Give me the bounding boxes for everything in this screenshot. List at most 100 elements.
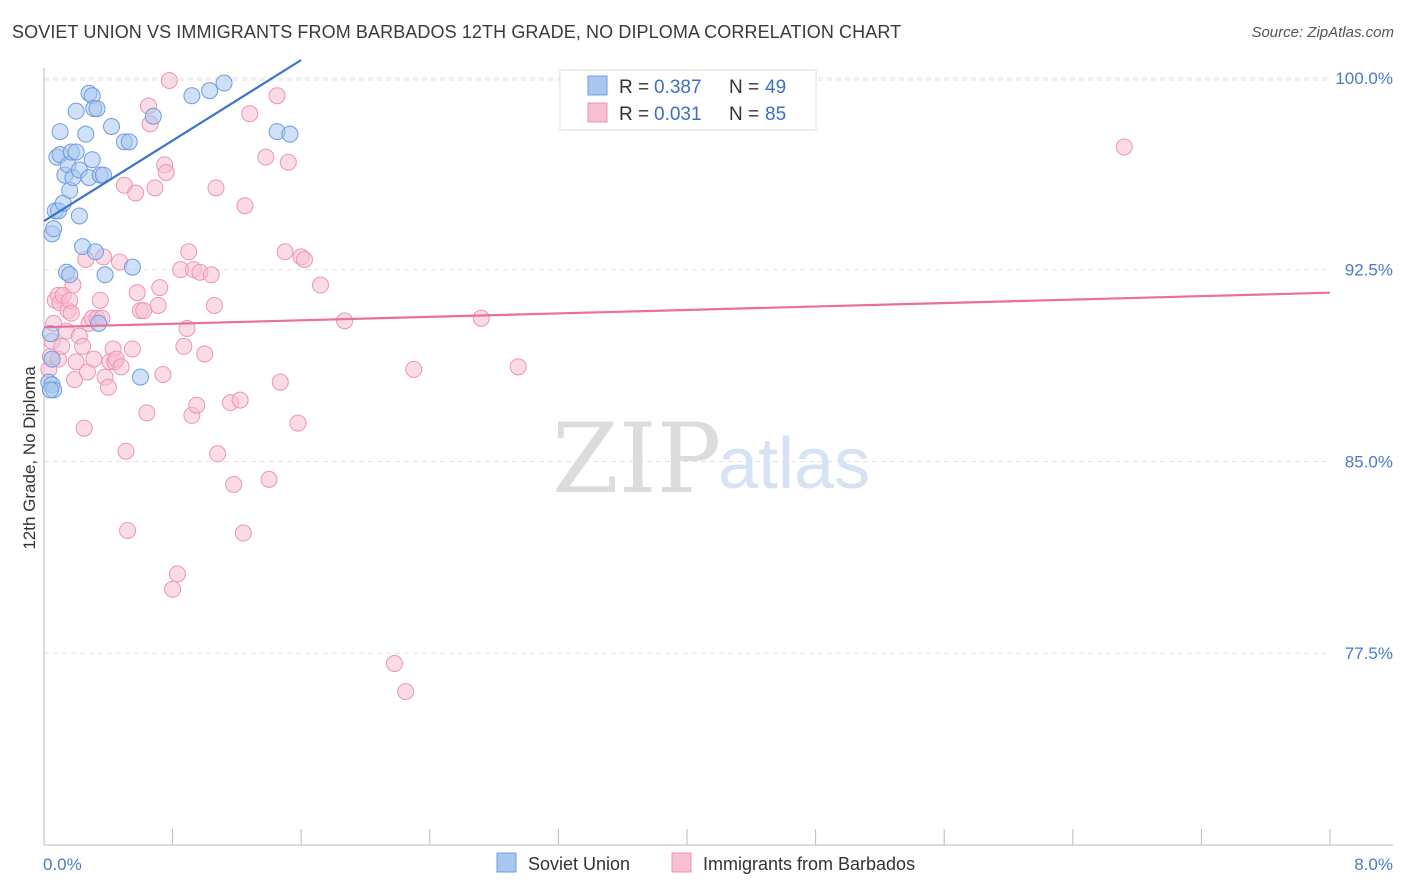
watermark: ZIP atlas [552, 403, 870, 515]
chart-title: SOVIET UNION VS IMMIGRANTS FROM BARBADOS… [12, 22, 902, 42]
x-tick-label-max: 8.0% [1354, 855, 1393, 874]
series-legend: Soviet Union Immigrants from Barbados [496, 852, 915, 874]
point-barbados [1115, 138, 1133, 156]
point-soviet-union [77, 125, 95, 143]
grid-lines [44, 77, 1330, 654]
point-barbados [62, 304, 80, 322]
point-soviet-union [103, 117, 121, 135]
point-barbados [175, 337, 193, 355]
series-legend-label-barbados: Immigrants from Barbados [703, 854, 915, 874]
x-tick-label-min: 0.0% [43, 855, 82, 874]
y-tick-label: 77.5% [1345, 644, 1393, 663]
point-barbados [405, 360, 423, 378]
point-soviet-union [67, 102, 85, 120]
point-barbados [188, 396, 206, 414]
trend-lines [43, 59, 1331, 329]
point-barbados [209, 445, 227, 463]
point-soviet-union [41, 381, 59, 399]
point-barbados [336, 312, 354, 330]
point-soviet-union [131, 368, 149, 386]
point-soviet-union [183, 87, 201, 105]
point-barbados [146, 179, 164, 197]
point-soviet-union [96, 266, 114, 284]
y-tick-label: 92.5% [1345, 261, 1393, 280]
legend-n-label-barbados: N = [729, 104, 759, 125]
point-barbados [160, 71, 178, 89]
point-soviet-union [61, 266, 79, 284]
legend-swatch-soviet-union [587, 75, 608, 96]
series-legend-label-soviet-union: Soviet Union [528, 854, 630, 874]
point-barbados [472, 309, 490, 327]
point-barbados [231, 391, 249, 409]
chart-source: Source: ZipAtlas.com [1251, 24, 1394, 41]
point-barbados [75, 419, 93, 437]
point-barbados [225, 475, 243, 493]
y-tick-label: 100.0% [1335, 69, 1393, 88]
point-soviet-union [123, 258, 141, 276]
point-barbados [276, 243, 294, 261]
point-soviet-union [201, 82, 219, 100]
watermark-zip: ZIP [552, 403, 721, 515]
point-barbados [123, 340, 141, 358]
point-barbados [135, 302, 153, 320]
point-barbados [279, 153, 297, 171]
point-barbados [257, 148, 275, 166]
point-barbados [289, 414, 307, 432]
series-legend-swatch-soviet-union [496, 852, 517, 873]
y-axis-label: 12th Grade, No Diploma [20, 366, 39, 550]
axes [43, 68, 1393, 846]
stats-legend: R = 0.387 N = 49 R = 0.031 N = 85 [559, 69, 817, 131]
y-tick-label: 85.0% [1345, 452, 1393, 471]
point-soviet-union [281, 125, 299, 143]
point-soviet-union [90, 314, 108, 332]
legend-r-label-soviet-union: R = [619, 77, 649, 98]
point-barbados [157, 164, 175, 182]
point-barbados [149, 296, 167, 314]
point-barbados [164, 580, 182, 598]
y-tick-labels: 77.5% 85.0% 92.5% 100.0% [1335, 69, 1393, 663]
point-barbados [67, 353, 85, 371]
point-barbados [99, 378, 117, 396]
point-soviet-union [51, 123, 69, 141]
legend-r-label-barbados: R = [619, 104, 649, 125]
point-barbados [91, 291, 109, 309]
legend-n-label-soviet-union: N = [729, 77, 759, 98]
point-barbados [234, 524, 252, 542]
point-barbados [128, 284, 146, 302]
point-barbados [271, 373, 289, 391]
legend-r-value-soviet-union: 0.387 [654, 77, 702, 98]
legend-r-value-barbados: 0.031 [654, 104, 702, 125]
point-barbados [295, 250, 313, 268]
point-barbados [385, 654, 403, 672]
point-barbados [311, 276, 329, 294]
point-barbados [168, 565, 186, 583]
point-barbados [119, 521, 137, 539]
point-barbados [260, 470, 278, 488]
point-barbados [180, 243, 198, 261]
point-soviet-union [86, 243, 104, 261]
point-barbados [117, 442, 135, 460]
point-barbados [236, 197, 254, 215]
series-legend-swatch-barbados [671, 852, 692, 873]
point-soviet-union [88, 100, 106, 118]
point-barbados [74, 337, 92, 355]
trend-line-barbados [43, 291, 1331, 329]
trend-line-soviet-union [43, 59, 302, 223]
point-barbados [112, 358, 130, 376]
watermark-atlas: atlas [718, 424, 870, 504]
point-barbados [509, 358, 527, 376]
point-barbados [53, 337, 71, 355]
point-barbados [154, 366, 172, 384]
legend-n-value-barbados: 85 [765, 104, 786, 125]
point-barbados [66, 371, 84, 389]
point-barbados [85, 350, 103, 368]
point-soviet-union [120, 133, 138, 151]
point-barbados [205, 296, 223, 314]
point-soviet-union [70, 207, 88, 225]
point-soviet-union [45, 220, 63, 238]
point-soviet-union [144, 107, 162, 125]
point-barbados [127, 184, 145, 202]
point-barbados [207, 179, 225, 197]
point-barbados [151, 279, 169, 297]
